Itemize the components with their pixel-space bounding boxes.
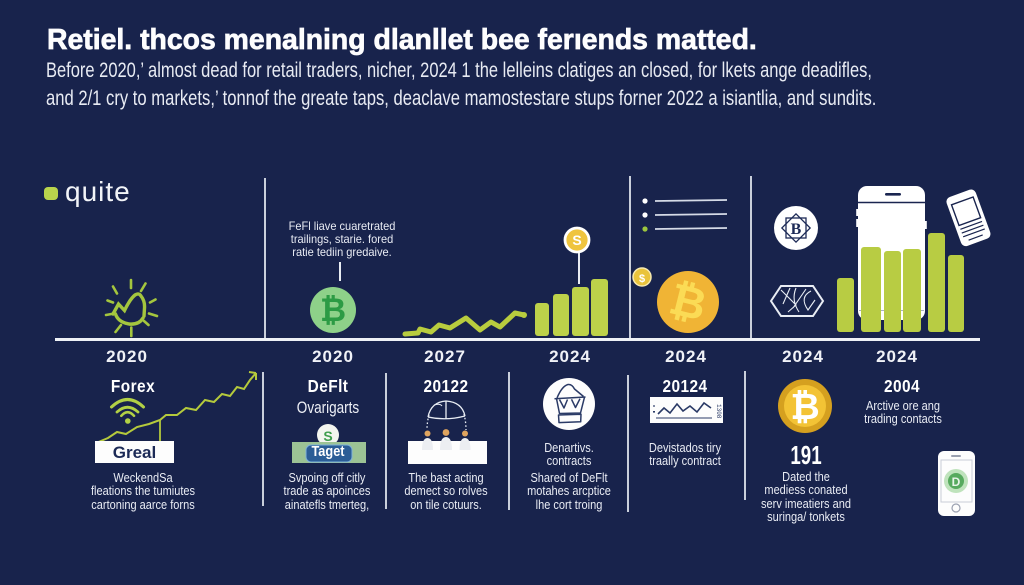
svg-text:₿: ₿ [790,386,819,427]
svg-text:S: S [572,232,581,248]
svg-text:₿: ₿ [320,292,346,328]
svg-text:B: B [791,221,802,238]
svg-text:1308: 1308 [715,404,722,419]
svg-text:S: S [323,428,332,444]
svg-text:D: D [952,475,961,489]
svg-text:$: $ [639,273,645,285]
